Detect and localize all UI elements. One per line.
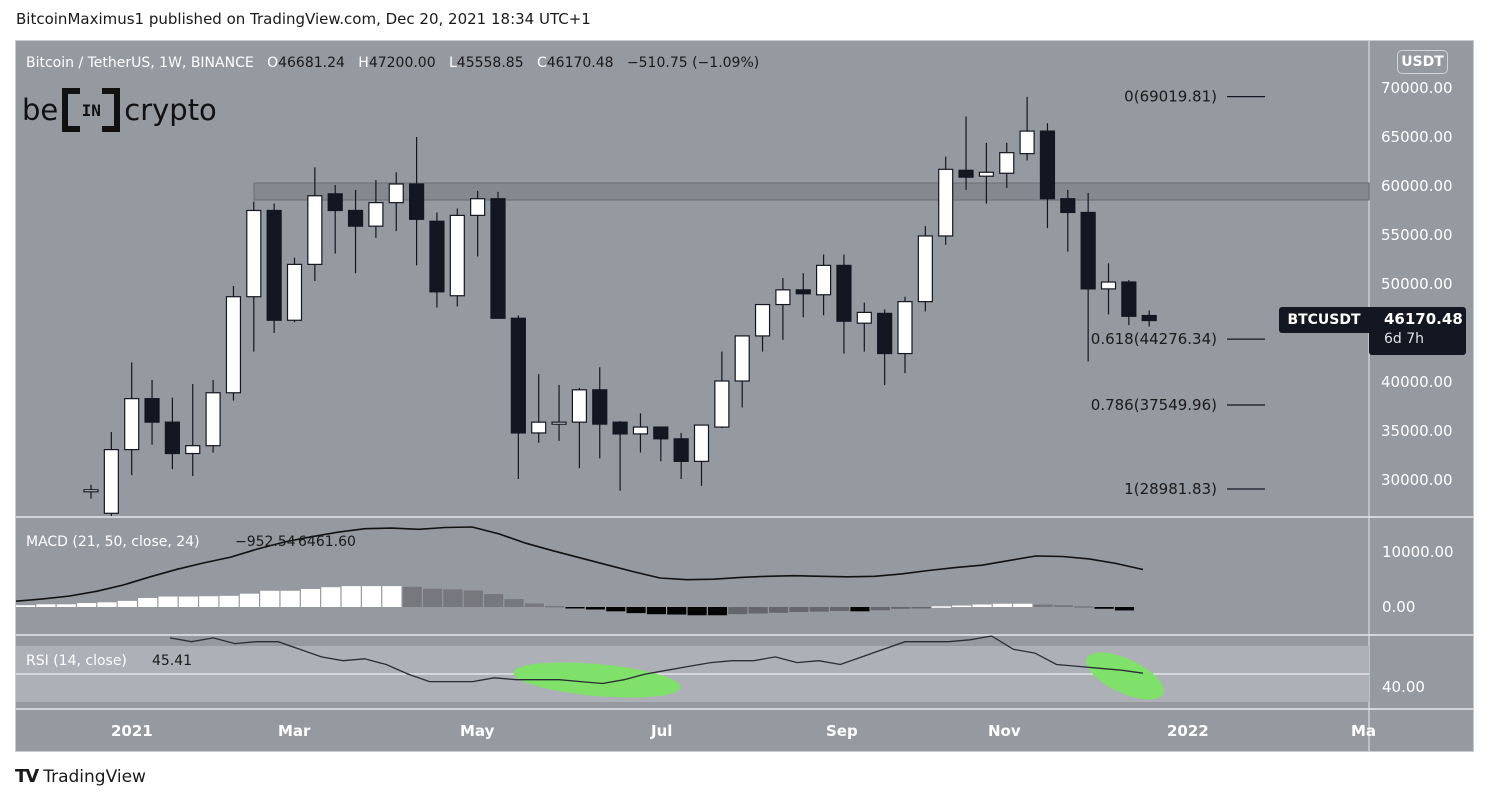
- svg-text:55000.00: 55000.00: [1381, 226, 1453, 244]
- time-label: 2021: [111, 722, 153, 740]
- macd-axis-tick: 0.00: [1382, 598, 1415, 616]
- time-label: Mar: [278, 722, 311, 740]
- high-value: 47200.00: [368, 55, 436, 71]
- candlestick-series: [83, 96, 1157, 516]
- time-label: Sep: [826, 722, 858, 740]
- time-label: May: [460, 722, 495, 740]
- tradingview-logo-icon: TV: [15, 766, 39, 787]
- macd-signal-line: [15, 526, 1144, 602]
- resistance-zone[interactable]: [253, 182, 1370, 201]
- svg-text:70000.00: 70000.00: [1381, 79, 1453, 97]
- logo-text-middle: IN: [81, 100, 101, 120]
- svg-text:50000.00: 50000.00: [1381, 275, 1453, 293]
- chart-frame[interactable]: [15, 40, 1474, 752]
- open-label: O: [267, 55, 279, 71]
- tradingview-footer[interactable]: TV TradingView: [15, 766, 146, 787]
- close-value: 46170.48: [546, 55, 614, 71]
- low-value: 45558.85: [456, 55, 524, 71]
- time-label: Nov: [988, 722, 1021, 740]
- rsi-axis-tick: 40.00: [1382, 678, 1425, 696]
- rsi-title: RSI (14, close): [26, 653, 127, 669]
- svg-text:0(69019.81): 0(69019.81): [1124, 88, 1217, 106]
- svg-text:0.618(44276.34): 0.618(44276.34): [1091, 330, 1217, 348]
- svg-text:1(28981.83): 1(28981.83): [1124, 480, 1217, 498]
- logo-text-right: crypto: [124, 93, 217, 127]
- svg-text:30000.00: 30000.00: [1381, 471, 1453, 489]
- svg-text:60000.00: 60000.00: [1381, 177, 1453, 195]
- macd-hist-value: −952.54: [235, 534, 296, 550]
- time-label: Ma: [1351, 722, 1376, 740]
- rsi-value: 45.41: [152, 653, 192, 669]
- symbol-price-label: BTCUSDT: [1279, 307, 1369, 333]
- rsi-line: [169, 635, 1144, 685]
- currency-badge[interactable]: USDT: [1397, 50, 1448, 74]
- fib-retracement[interactable]: 0(69019.81) 0.618(44276.34) 0.786(37549.96…: [1091, 88, 1265, 498]
- time-label: 2022: [1167, 722, 1209, 740]
- svg-text:40000.00: 40000.00: [1381, 373, 1453, 391]
- logo-text-left: be: [22, 93, 59, 127]
- price-axis[interactable]: 70000.00 65000.00 60000.00 55000.00 50000.00…: [1381, 79, 1453, 489]
- rsi-highlight-1: [513, 662, 681, 698]
- change-value: −510.75 (−1.09%): [626, 55, 760, 71]
- high-label: H: [358, 55, 369, 71]
- macd-title: MACD (21, 50, close, 24): [26, 534, 200, 550]
- beincrypto-logo: be IN crypto: [22, 86, 217, 134]
- last-price-tag: 46170.48 6d 7h: [1369, 307, 1466, 355]
- publish-info: BitcoinMaximus1 published on TradingView…: [16, 10, 591, 28]
- macd-line-value: 6461.60: [298, 534, 356, 550]
- logo-bracket-icon: IN: [62, 88, 121, 132]
- svg-text:65000.00: 65000.00: [1381, 128, 1453, 146]
- low-label: L: [448, 55, 457, 71]
- symbol-description: Bitcoin / TetherUS, 1W, BINANCE: [26, 55, 254, 71]
- macd-histogram: [16, 586, 1135, 616]
- svg-text:0.786(37549.96): 0.786(37549.96): [1091, 396, 1217, 414]
- macd-axis-tick: 10000.00: [1382, 543, 1454, 561]
- tradingview-brand: TradingView: [43, 766, 146, 787]
- close-label: C: [536, 55, 547, 71]
- bar-countdown: 6d 7h: [1384, 331, 1425, 347]
- last-price: 46170.48: [1384, 310, 1463, 328]
- time-label: Jul: [650, 722, 672, 740]
- open-value: 46681.24: [278, 55, 345, 71]
- symbol-legend: Bitcoin / TetherUS, 1W, BINANCE O46681.2…: [26, 55, 759, 71]
- svg-text:35000.00: 35000.00: [1381, 422, 1453, 440]
- rsi-highlight-2: [1086, 652, 1164, 700]
